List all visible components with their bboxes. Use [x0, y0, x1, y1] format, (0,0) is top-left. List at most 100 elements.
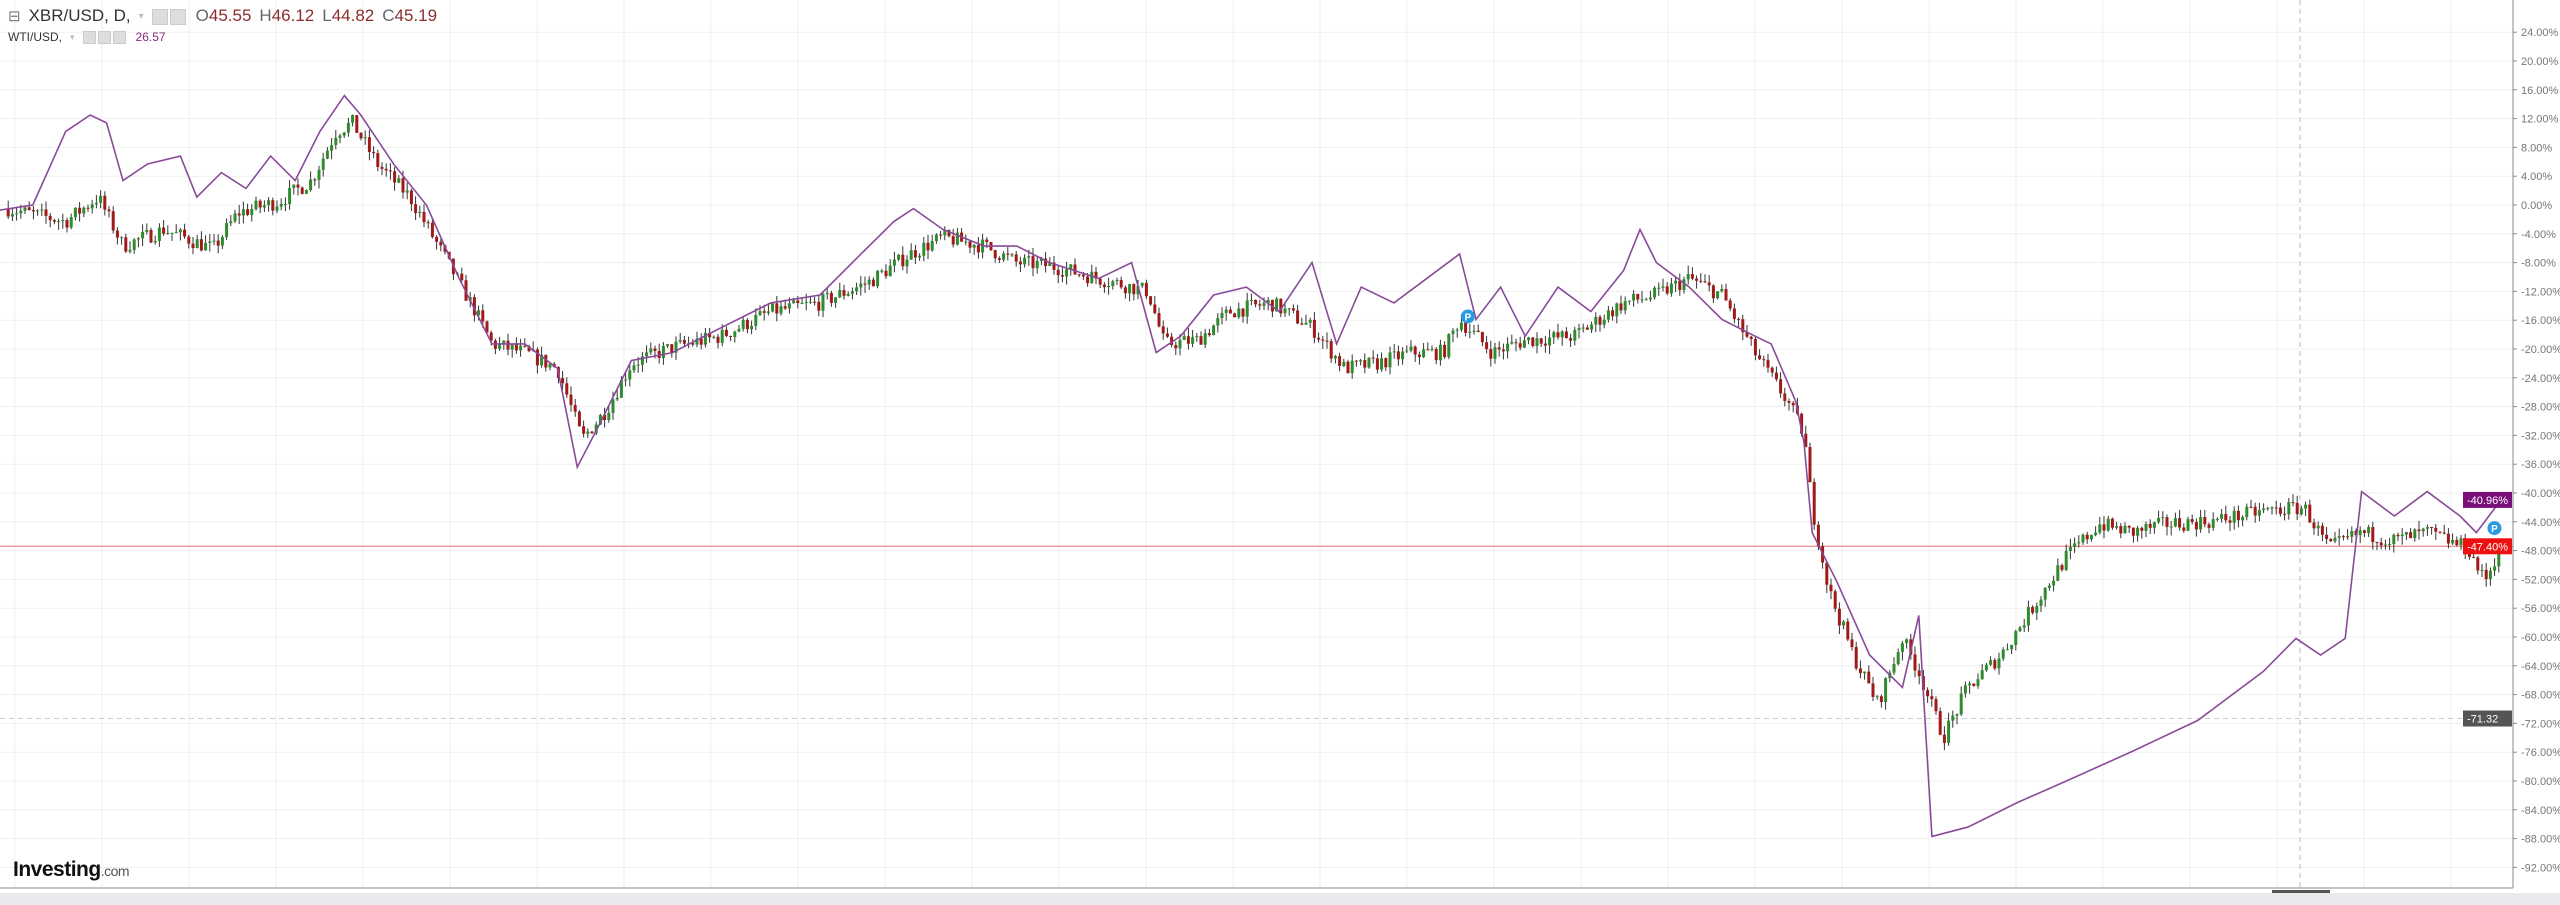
- candle: [804, 302, 808, 304]
- candle: [162, 227, 166, 234]
- candle: [2421, 528, 2425, 532]
- settings-buttons[interactable]: [151, 6, 188, 26]
- candle: [40, 209, 44, 211]
- candle: [1464, 322, 1468, 333]
- event-marker-label: P: [2491, 524, 2498, 535]
- candle: [800, 303, 804, 305]
- candle: [1380, 358, 1384, 370]
- dropdown-icon[interactable]: ▾: [138, 10, 144, 22]
- candle: [2320, 525, 2324, 535]
- candle: [401, 178, 405, 193]
- candle: [535, 349, 539, 366]
- candle: [1850, 639, 1854, 648]
- candle: [195, 239, 199, 249]
- y-tick-label: -52.00%: [2521, 574, 2560, 586]
- candle: [1648, 297, 1652, 300]
- candle: [2404, 532, 2408, 535]
- candle: [2161, 517, 2165, 519]
- candle: [489, 332, 493, 341]
- dropdown-icon[interactable]: ▾: [70, 31, 75, 42]
- candle: [2346, 536, 2350, 538]
- candle: [863, 283, 867, 285]
- candle: [754, 315, 758, 326]
- candle: [829, 292, 833, 303]
- candle: [48, 215, 52, 221]
- main-symbol[interactable]: XBR/USD, D,: [28, 6, 131, 25]
- candle: [561, 377, 565, 384]
- y-tick-label: -40.00%: [2521, 488, 2560, 500]
- candle: [1518, 343, 1522, 348]
- main-series-legend: ⊟ XBR/USD, D, ▾ O45.55 H46.12 L44.82 C45…: [8, 6, 437, 26]
- candle: [2140, 527, 2144, 531]
- candle: [338, 135, 342, 138]
- candle: [241, 209, 245, 216]
- candle: [418, 211, 422, 214]
- y-tick-label: -64.00%: [2521, 661, 2560, 673]
- candle: [1438, 344, 1442, 361]
- candle: [1417, 354, 1421, 358]
- candle: [762, 311, 766, 313]
- candle: [149, 229, 153, 243]
- compare-symbol[interactable]: WTI/USD,: [8, 30, 62, 45]
- candle: [115, 230, 119, 238]
- candle: [1846, 621, 1850, 640]
- candle: [1758, 355, 1762, 360]
- candle: [128, 249, 132, 252]
- candle: [2207, 524, 2211, 528]
- candle: [691, 343, 695, 345]
- candle: [2375, 542, 2379, 544]
- candle: [1510, 342, 1514, 344]
- candle: [1149, 296, 1153, 305]
- candle: [1489, 349, 1493, 359]
- candle: [1854, 647, 1858, 669]
- candle: [573, 405, 577, 412]
- candle: [393, 171, 397, 183]
- candle: [2190, 519, 2194, 522]
- candle: [2089, 535, 2093, 540]
- price-badge-bg: [2463, 710, 2512, 727]
- y-tick-label: -92.00%: [2521, 862, 2560, 874]
- candle: [1317, 337, 1321, 340]
- candle: [250, 209, 254, 215]
- candle: [1678, 280, 1682, 291]
- candle: [523, 345, 527, 347]
- candle: [1023, 257, 1027, 265]
- y-tick-label: -44.00%: [2521, 517, 2560, 529]
- candle: [2018, 627, 2022, 632]
- compare-buttons[interactable]: [82, 30, 128, 45]
- candle: [2274, 507, 2278, 509]
- candle: [254, 200, 258, 210]
- candle: [2241, 517, 2245, 521]
- candle: [880, 270, 884, 272]
- candle: [2438, 531, 2442, 533]
- candle: [1346, 361, 1350, 374]
- close-value: C45.19: [382, 6, 438, 25]
- candle: [166, 232, 170, 234]
- candle: [1422, 349, 1426, 358]
- candle: [2102, 524, 2106, 531]
- candle: [2005, 649, 2009, 651]
- candle: [1980, 670, 1984, 680]
- candle: [619, 379, 623, 398]
- candle: [1224, 309, 1228, 313]
- compare-series-legend: WTI/USD, ▾ 26.57: [8, 30, 437, 45]
- candle: [355, 115, 359, 133]
- candle: [52, 220, 56, 222]
- candle: [1451, 330, 1455, 335]
- collapse-icon[interactable]: ⊟: [8, 8, 21, 25]
- candle: [733, 331, 737, 338]
- candle: [199, 239, 203, 251]
- y-tick-label: -32.00%: [2521, 430, 2560, 442]
- candle: [1787, 401, 1791, 403]
- candle: [225, 223, 229, 238]
- candle: [783, 306, 787, 309]
- candle: [1144, 282, 1148, 297]
- candle: [1590, 324, 1594, 330]
- candle: [23, 207, 27, 211]
- candle: [2236, 510, 2240, 521]
- candle: [1972, 683, 1976, 687]
- price-badge: -71.32: [2467, 714, 2498, 726]
- price-badge-bg: [2463, 538, 2512, 555]
- event-marker: [1460, 309, 1475, 324]
